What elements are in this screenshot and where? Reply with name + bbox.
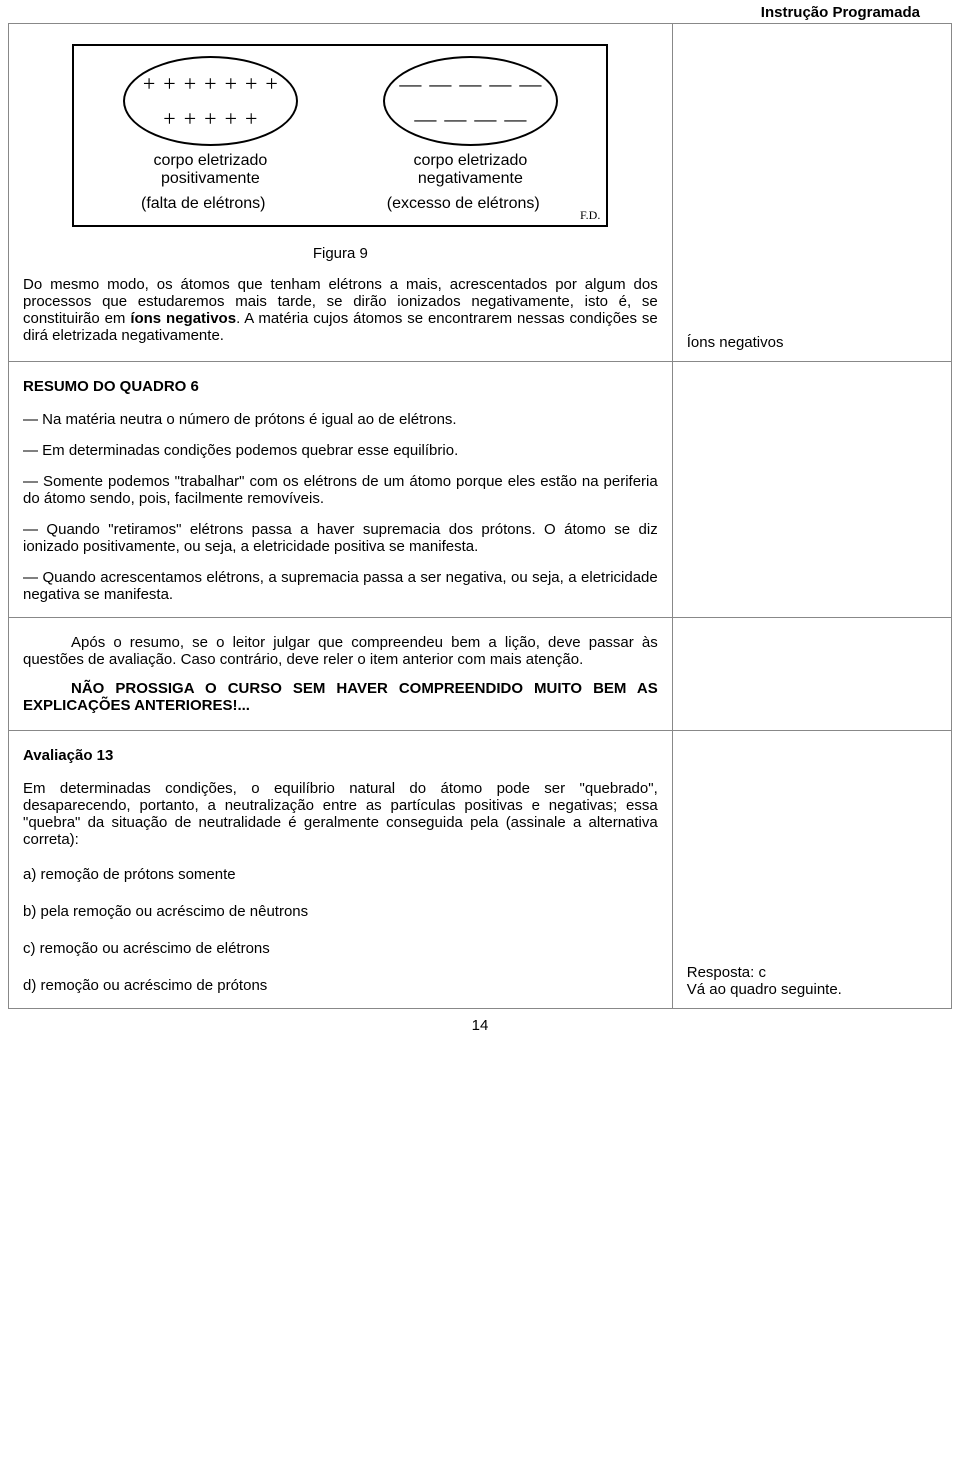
positive-label-line2: positivamente [153,170,267,188]
cell-avaliacao: Avaliação 13 Em determinadas condições, … [9,731,673,1009]
cell-side-4: Resposta: c Vá ao quadro seguinte. [672,731,951,1009]
negative-label-line2: negativamente [413,170,527,188]
resumo-b3: — Somente podemos "trabalhar" com os elé… [23,473,658,507]
instruction-p1: Após o resumo, se o leitor julgar que co… [23,634,658,668]
resumo-b4: — Quando "retiramos" elétrons passa a ha… [23,521,658,555]
avaliacao-title: Avaliação 13 [23,747,658,764]
negative-sub: (excesso de elétrons) [387,195,540,213]
side-ions-negativos: Íons negativos [687,334,937,351]
option-d[interactable]: d) remoção ou acréscimo de prótons [23,977,658,994]
avaliacao-intro: Em determinadas condições, o equilíbrio … [23,780,658,848]
cell-figure-and-text: ++++++++++++ ————————— corpo eletrizado … [9,24,673,362]
option-a[interactable]: a) remoção de prótons somente [23,866,658,883]
answer-line1: Resposta: c [687,964,937,981]
option-b[interactable]: b) pela remoção ou acréscimo de nêutrons [23,903,658,920]
page-header: Instrução Programada [0,0,960,23]
positive-sub: (falta de elétrons) [141,195,266,213]
positive-label-line1: corpo eletrizado [153,152,267,170]
negative-label-line1: corpo eletrizado [413,152,527,170]
content-table: ++++++++++++ ————————— corpo eletrizado … [8,23,952,1009]
resumo-b2: — Em determinadas condições podemos queb… [23,442,658,459]
positive-label: corpo eletrizado positivamente [153,152,267,187]
cell-instruction: Após o resumo, se o leitor julgar que co… [9,618,673,731]
resumo-b1: — Na matéria neutra o número de prótons … [23,411,658,428]
paragraph-ions-negativos: Do mesmo modo, os átomos que tenham elét… [23,276,658,344]
positive-body-ellipse: ++++++++++++ [123,56,298,146]
cell-side-2 [672,362,951,618]
cell-resumo: RESUMO DO QUADRO 6 — Na matéria neutra o… [9,362,673,618]
page-number: 14 [0,1017,960,1034]
instruction-warn: NÃO PROSSIGA O CURSO SEM HAVER COMPREEND… [23,680,658,714]
resumo-b5: — Quando acrescentamos elétrons, a supre… [23,569,658,603]
figure-caption: Figura 9 [23,245,658,262]
cell-side-3 [672,618,951,731]
answer-line2: Vá ao quadro seguinte. [687,981,937,998]
figure-signature: F.D. [580,208,600,223]
option-c[interactable]: c) remoção ou acréscimo de elétrons [23,940,658,957]
cell-side-1: Íons negativos [672,24,951,362]
resumo-title: RESUMO DO QUADRO 6 [23,378,658,395]
negative-body-ellipse: ————————— [383,56,558,146]
para-bold: íons negativos [130,310,236,327]
figure-9-box: ++++++++++++ ————————— corpo eletrizado … [72,44,608,227]
negative-label: corpo eletrizado negativamente [413,152,527,187]
